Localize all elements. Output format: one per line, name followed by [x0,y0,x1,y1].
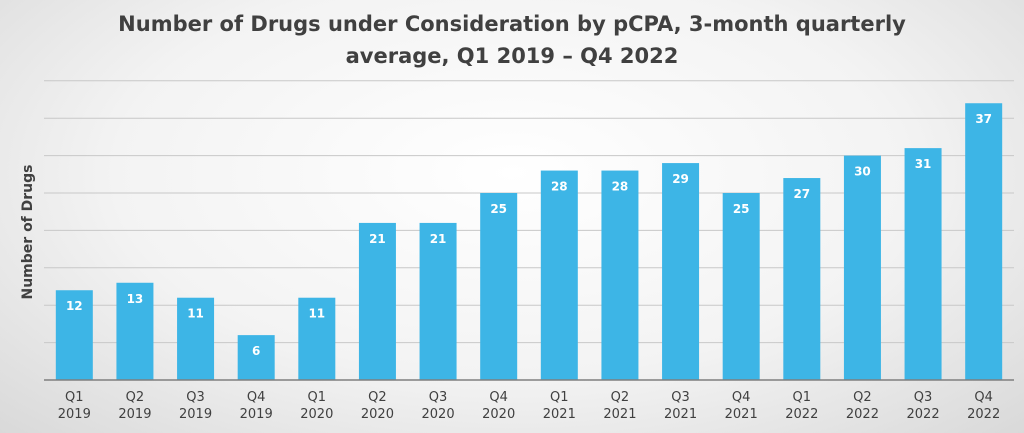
bar-q2-2020 [358,222,396,380]
tick-year: 2022 [967,407,1000,422]
bar-q4-2020 [480,193,518,380]
tick-year: 2020 [422,407,455,422]
tick-quarter: Q1 [65,390,84,405]
tick-year: 2020 [482,407,515,422]
bar-q1-2019 [55,290,93,380]
bar-q4-2021 [722,193,760,380]
x-tick-label: Q2 2019 [118,390,151,422]
tick-quarter: Q3 [914,390,933,405]
tick-quarter: Q1 [793,390,812,405]
tick-quarter: Q3 [429,390,448,405]
x-tick-label: Q4 2021 [725,390,758,422]
tick-quarter: Q4 [489,390,508,405]
bar-q2-2021 [601,170,639,380]
x-tick-label: Q3 2020 [422,390,455,422]
x-tick-label: Q2 2020 [361,390,394,422]
chart-title-line-1: Number of Drugs under Consideration by p… [118,12,906,36]
x-tick-label: Q4 2022 [967,390,1000,422]
tick-year: 2021 [603,407,636,422]
x-tick-label: Q3 2019 [179,390,212,422]
data-label: 12 [66,299,83,313]
tick-year: 2022 [846,407,879,422]
tick-year: 2020 [361,407,394,422]
bars [55,103,1003,381]
data-label: 31 [915,157,932,171]
bar-q2-2022 [843,155,881,380]
tick-quarter: Q2 [853,390,872,405]
x-tick-label: Q1 2020 [300,390,333,422]
tick-year: 2019 [58,407,91,422]
x-tick-label: Q1 2019 [58,390,91,422]
x-tick-labels: Q1 2019 Q2 2019 Q3 2019 Q4 2019 Q1 2020 Q2 2020 Q3 20… [58,390,1000,422]
tick-year: 2021 [725,407,758,422]
bar-q3-2022 [904,148,942,380]
tick-quarter: Q1 [550,390,569,405]
bar-q2-2019 [116,282,154,380]
tick-quarter: Q4 [247,390,266,405]
data-label: 13 [127,292,144,306]
bar-q3-2021 [662,163,700,380]
tick-quarter: Q2 [368,390,387,405]
bar-q4-2022 [965,103,1003,381]
tick-quarter: Q4 [732,390,751,405]
tick-quarter: Q2 [126,390,145,405]
tick-year: 2019 [118,407,151,422]
data-label: 25 [490,202,507,216]
x-tick-label: Q3 2021 [664,390,697,422]
bar-q1-2022 [783,178,821,380]
x-tick-label: Q3 2022 [907,390,940,422]
data-label: 25 [733,202,750,216]
chart-title-line-2: average, Q1 2019 – Q4 2022 [346,44,679,68]
tick-year: 2019 [179,407,212,422]
x-tick-label: Q1 2022 [785,390,818,422]
tick-quarter: Q2 [611,390,630,405]
y-axis-label: Number of Drugs [20,165,36,300]
x-tick-label: Q2 2021 [603,390,636,422]
tick-year: 2021 [664,407,697,422]
data-label: 21 [369,232,386,246]
data-label: 11 [308,307,325,321]
x-tick-label: Q4 2020 [482,390,515,422]
tick-quarter: Q4 [974,390,993,405]
tick-year: 2019 [240,407,273,422]
data-label: 29 [672,172,689,186]
tick-year: 2020 [300,407,333,422]
x-tick-label: Q1 2021 [543,390,576,422]
bar-q3-2019 [177,297,215,380]
bar-q1-2021 [540,170,578,380]
tick-year: 2021 [543,407,576,422]
data-label: 11 [187,307,204,321]
bar-q3-2020 [419,222,457,380]
data-label: 37 [975,112,992,126]
tick-year: 2022 [907,407,940,422]
chart-title: Number of Drugs under Consideration by p… [118,12,906,68]
bar-q1-2020 [298,297,336,380]
data-label: 6 [252,344,260,358]
data-label: 21 [430,232,447,246]
data-label: 27 [793,187,810,201]
tick-quarter: Q3 [671,390,690,405]
tick-year: 2022 [785,407,818,422]
data-label: 28 [551,180,568,194]
data-labels: 12 13 11 6 11 21 21 25 28 28 29 25 27 30 31 37 [66,112,992,358]
data-label: 30 [854,165,871,179]
x-tick-label: Q4 2019 [240,390,273,422]
bar-q4-2019 [237,335,275,380]
data-label: 28 [612,180,629,194]
tick-quarter: Q3 [186,390,205,405]
x-tick-label: Q2 2022 [846,390,879,422]
tick-quarter: Q1 [308,390,327,405]
